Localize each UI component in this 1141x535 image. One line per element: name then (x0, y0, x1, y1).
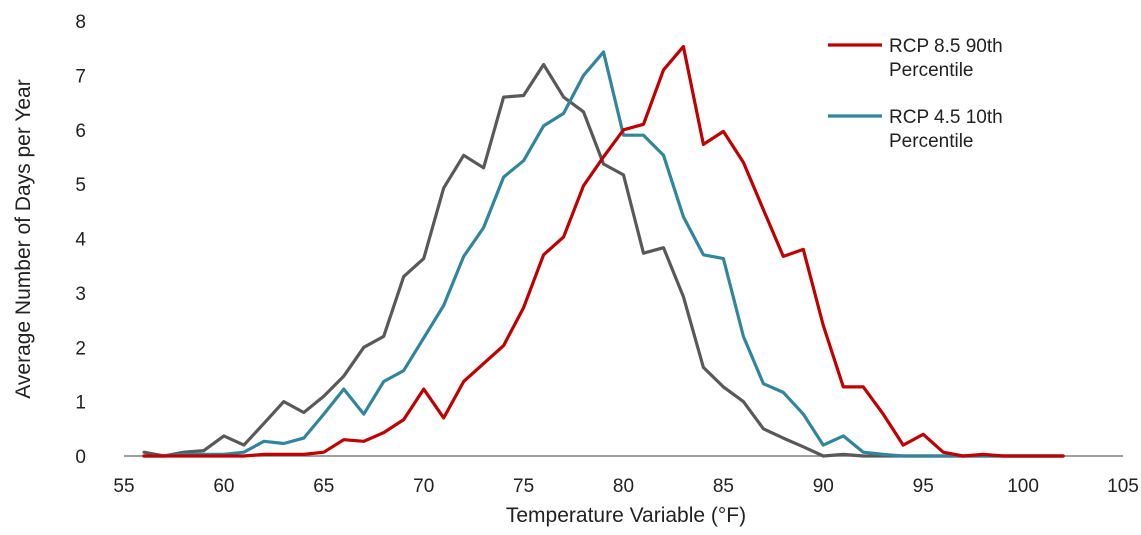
y-tick-labels: 0 1 2 3 4 5 6 7 8 (75, 12, 86, 468)
x-tick-label: 90 (813, 476, 834, 497)
y-tick-label: 1 (75, 393, 86, 414)
series-line-rcp-8-5-90th-percentile (142, 44, 1065, 458)
legend-label: Percentile (889, 60, 974, 81)
x-tick-label: 85 (713, 476, 734, 497)
x-tick-label: 80 (613, 476, 634, 497)
y-tick-label: 0 (75, 447, 86, 468)
legend-label: RCP 4.5 10th (889, 107, 1003, 128)
series-layer (142, 44, 1065, 458)
y-tick-label: 5 (75, 175, 86, 196)
series-line-rcp-4-5-10th-percentile (142, 50, 1065, 458)
legend-entry: RCP 8.5 90th Percentile (828, 36, 1003, 81)
x-tick-label: 65 (313, 476, 334, 497)
y-tick-label: 8 (75, 12, 86, 33)
x-tick-label: 75 (513, 476, 534, 497)
legend: RCP 8.5 90th Percentile RCP 4.5 10th Percen… (828, 36, 1003, 152)
y-axis-title: Average Number of Days per Year (12, 79, 35, 398)
x-tick-label: 95 (913, 476, 934, 497)
x-tick-label: 70 (413, 476, 434, 497)
x-tick-label: 60 (213, 476, 234, 497)
legend-label: Percentile (889, 131, 974, 152)
x-tick-label: 55 (113, 476, 134, 497)
y-tick-label: 2 (75, 338, 86, 359)
legend-entry: RCP 4.5 10th Percentile (828, 107, 1003, 152)
y-tick-label: 7 (75, 66, 86, 87)
y-tick-label: 4 (75, 230, 86, 251)
x-tick-label: 100 (1007, 476, 1039, 497)
y-tick-label: 3 (75, 284, 86, 305)
x-axis-title: Temperature Variable (°F) (506, 504, 746, 527)
x-tick-label: 105 (1107, 476, 1139, 497)
legend-label: RCP 8.5 90th (889, 36, 1003, 57)
x-tick-labels: 55 60 65 70 75 80 85 90 95 100 105 (113, 476, 1138, 497)
y-tick-label: 6 (75, 121, 86, 142)
